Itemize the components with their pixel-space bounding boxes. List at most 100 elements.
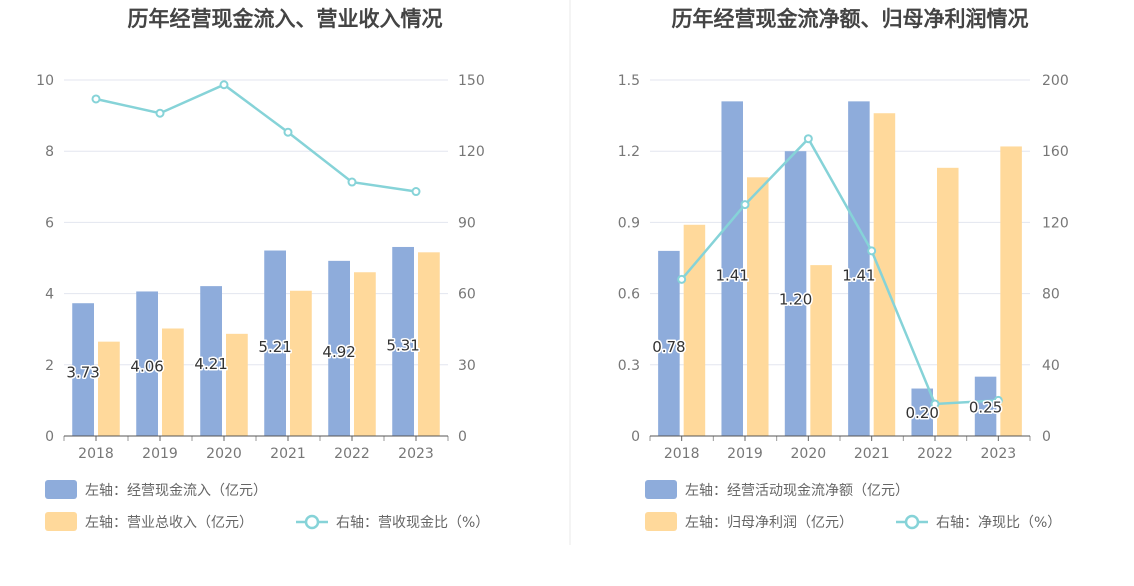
x-tick-label: 2019 [727, 446, 763, 462]
legend-label: 右轴：营收现金比（%） [336, 515, 489, 531]
legend-item[interactable]: 左轴：经营现金流入（亿元） [45, 480, 267, 499]
bar-data-label: 0.25 [969, 399, 1002, 417]
legend-label: 左轴：经营现金流入（亿元） [85, 483, 267, 499]
left-axis-tick-label: 0.9 [618, 215, 640, 231]
line-point [867, 246, 877, 256]
right-axis-tick-label: 90 [458, 215, 476, 231]
bar-series-1 [848, 101, 870, 437]
line-point [993, 395, 1003, 405]
x-tick-label: 2023 [981, 446, 1017, 462]
bar-data-label: 1.41 [716, 266, 749, 284]
right-axis-tick-label: 160 [1042, 144, 1069, 160]
legend-item[interactable]: 左轴：经营活动现金流净额（亿元） [645, 480, 909, 499]
right-axis-tick-label: 40 [1042, 358, 1060, 374]
bar-swatch-icon [45, 480, 77, 499]
left-axis-tick-label: 0.3 [618, 358, 640, 374]
chart-panel-2: 历年经营现金流净额、归母净利润情况 0 0 0.3 40 0.6 80 0.9 120 1.2 16… [618, 7, 1069, 531]
legend-label: 左轴：归母净利润（亿元） [685, 514, 853, 531]
bar-data-label: 0.20 [906, 404, 939, 422]
bar-data-label: 4.06 [130, 358, 163, 376]
bar-series-2 [418, 252, 440, 436]
line-circle-icon-dot [904, 514, 920, 530]
legend-label: 左轴：经营活动现金流净额（亿元） [685, 483, 909, 499]
right-axis-tick-label: 0 [1042, 429, 1051, 445]
line-point [91, 94, 101, 104]
legend-item[interactable]: 右轴：净现比（%） [896, 514, 1061, 531]
legend-item[interactable]: 左轴：归母净利润（亿元） [645, 512, 853, 531]
left-axis-tick-label: 1.5 [618, 73, 640, 89]
bar-series-1 [136, 291, 158, 436]
bar-series-1 [974, 376, 997, 436]
left-axis-tick-label: 8 [45, 144, 54, 160]
bar-swatch-icon [645, 512, 677, 531]
bar-data-label: 0.78 [652, 338, 685, 356]
bar-series-2 [873, 113, 896, 436]
bar-series-2 [1000, 146, 1022, 436]
bar-series-1 [784, 151, 807, 436]
chart-title: 历年经营现金流净额、归母净利润情况 [672, 7, 1029, 31]
chart-title: 历年经营现金流入、营业收入情况 [128, 7, 443, 31]
left-axis-tick-label: 0.6 [618, 287, 640, 303]
left-axis-tick-label: 2 [45, 358, 54, 374]
line-series-3 [680, 136, 999, 406]
bar-series-2 [683, 224, 706, 436]
bar-series-1 [72, 303, 94, 436]
bar-data-label: 3.73 [66, 363, 99, 381]
line-point [347, 177, 357, 187]
x-tick-label: 2018 [78, 446, 114, 462]
right-axis-tick-label: 120 [458, 144, 485, 160]
left-axis-tick-label: 1.2 [618, 144, 640, 160]
x-tick-label: 2021 [854, 446, 890, 462]
line-series-3 [95, 83, 417, 193]
x-tick-label: 2022 [917, 446, 953, 462]
bar-series-2 [810, 265, 832, 436]
bar-swatch-icon [45, 512, 77, 531]
bar-series-1 [200, 286, 222, 436]
legend-label: 右轴：净现比（%） [936, 515, 1061, 531]
bar-data-label: 4.92 [322, 343, 355, 361]
right-axis-tick-label: 30 [458, 358, 476, 374]
bar-series-2 [747, 177, 769, 436]
left-axis-tick-label: 0 [45, 429, 54, 445]
bar-series-2 [354, 272, 376, 436]
line-point [411, 187, 421, 197]
x-tick-label: 2020 [791, 446, 827, 462]
bar-series-1 [911, 388, 933, 436]
bar-data-label: 5.21 [258, 338, 291, 356]
line-point [740, 200, 750, 210]
x-tick-label: 2023 [398, 446, 434, 462]
x-tick-label: 2019 [142, 446, 178, 462]
bar-series-1 [721, 101, 743, 437]
bar-series-2 [290, 290, 312, 436]
x-tick-label: 2022 [334, 446, 370, 462]
line-point [803, 134, 813, 144]
line-point [677, 274, 687, 284]
line-circle-icon-dot [304, 514, 320, 530]
left-axis-tick-label: 6 [45, 215, 54, 231]
bar-data-label: 1.20 [779, 290, 812, 308]
legend-item[interactable]: 右轴：营收现金比（%） [296, 514, 489, 531]
legend-label: 左轴：营业总收入（亿元） [85, 515, 253, 531]
chart-panel-1: 历年经营现金流入、营业收入情况 0 0 2 30 4 60 6 90 8 120 10 150 2018 2… [36, 7, 489, 531]
right-axis-tick-label: 150 [458, 73, 485, 89]
bar-data-label: 1.41 [842, 266, 875, 284]
bar-series-2 [226, 333, 248, 436]
left-axis-tick-label: 0 [631, 429, 640, 445]
x-tick-label: 2020 [206, 446, 242, 462]
line-point [930, 399, 940, 409]
line-point [155, 108, 165, 118]
right-axis-tick-label: 80 [1042, 287, 1060, 303]
bar-data-label: 5.31 [386, 336, 419, 354]
right-axis-tick-label: 0 [458, 429, 467, 445]
bar-data-label: 4.21 [194, 355, 227, 373]
left-axis-tick-label: 10 [36, 73, 54, 89]
legend-item[interactable]: 左轴：营业总收入（亿元） [45, 512, 253, 531]
line-point [283, 127, 293, 137]
bar-series-1 [392, 246, 414, 436]
bar-series-1 [264, 250, 286, 436]
bar-series-2 [162, 328, 184, 436]
left-axis-tick-label: 4 [45, 287, 54, 303]
right-axis-tick-label: 200 [1042, 73, 1069, 89]
line-point [219, 80, 229, 90]
